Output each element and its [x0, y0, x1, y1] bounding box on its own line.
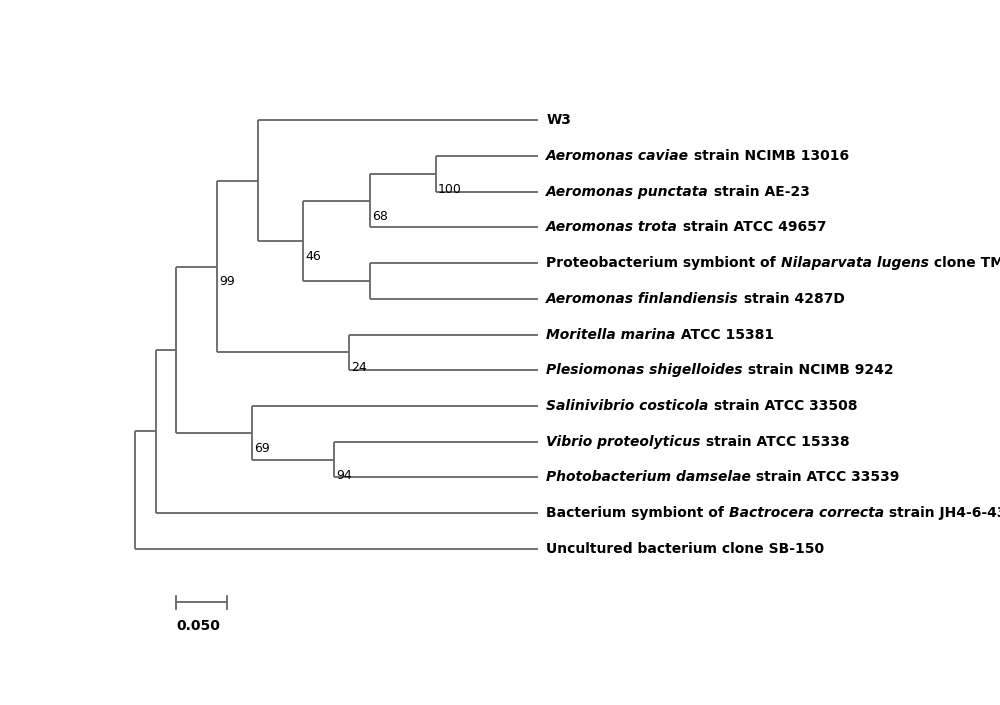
- Text: 0.050: 0.050: [176, 618, 220, 632]
- Text: Aeromonas finlandiensis: Aeromonas finlandiensis: [546, 292, 739, 306]
- Text: 69: 69: [255, 442, 270, 455]
- Text: Bactrocera correcta: Bactrocera correcta: [729, 506, 884, 520]
- Text: Aeromonas caviae: Aeromonas caviae: [546, 149, 689, 163]
- Text: strain NCIMB 13016: strain NCIMB 13016: [689, 149, 849, 163]
- Text: Uncultured bacterium clone SB-150: Uncultured bacterium clone SB-150: [546, 542, 824, 556]
- Text: W3: W3: [546, 114, 571, 128]
- Text: Salinivibrio costicola: Salinivibrio costicola: [546, 399, 709, 413]
- Text: 99: 99: [219, 276, 235, 288]
- Text: 68: 68: [372, 209, 388, 223]
- Text: strain ATCC 33508: strain ATCC 33508: [709, 399, 857, 413]
- Text: Bacterium symbiont of: Bacterium symbiont of: [546, 506, 729, 520]
- Text: Photobacterium damselae: Photobacterium damselae: [546, 470, 751, 484]
- Text: ATCC 15381: ATCC 15381: [676, 328, 774, 342]
- Text: strain ATCC 15338: strain ATCC 15338: [701, 435, 849, 449]
- Text: Aeromonas trota: Aeromonas trota: [546, 221, 678, 235]
- Text: strain ATCC 49657: strain ATCC 49657: [678, 221, 827, 235]
- Text: Aeromonas punctata: Aeromonas punctata: [546, 185, 709, 199]
- Text: Proteobacterium symbiont of: Proteobacterium symbiont of: [546, 256, 781, 270]
- Text: strain ATCC 33539: strain ATCC 33539: [751, 470, 899, 484]
- Text: 100: 100: [438, 183, 462, 196]
- Text: Moritella marina: Moritella marina: [546, 328, 676, 342]
- Text: strain 4287D: strain 4287D: [739, 292, 845, 306]
- Text: strain JH4-6-43: strain JH4-6-43: [884, 506, 1000, 520]
- Text: strain AE-23: strain AE-23: [709, 185, 810, 199]
- Text: clone TM86-22: clone TM86-22: [929, 256, 1000, 270]
- Text: strain NCIMB 9242: strain NCIMB 9242: [743, 363, 893, 377]
- Text: Nilaparvata lugens: Nilaparvata lugens: [781, 256, 929, 270]
- Text: 24: 24: [351, 362, 367, 374]
- Text: 46: 46: [305, 250, 321, 263]
- Text: Vibrio proteolyticus: Vibrio proteolyticus: [546, 435, 701, 449]
- Text: 94: 94: [336, 469, 352, 482]
- Text: Plesiomonas shigelloides: Plesiomonas shigelloides: [546, 363, 743, 377]
